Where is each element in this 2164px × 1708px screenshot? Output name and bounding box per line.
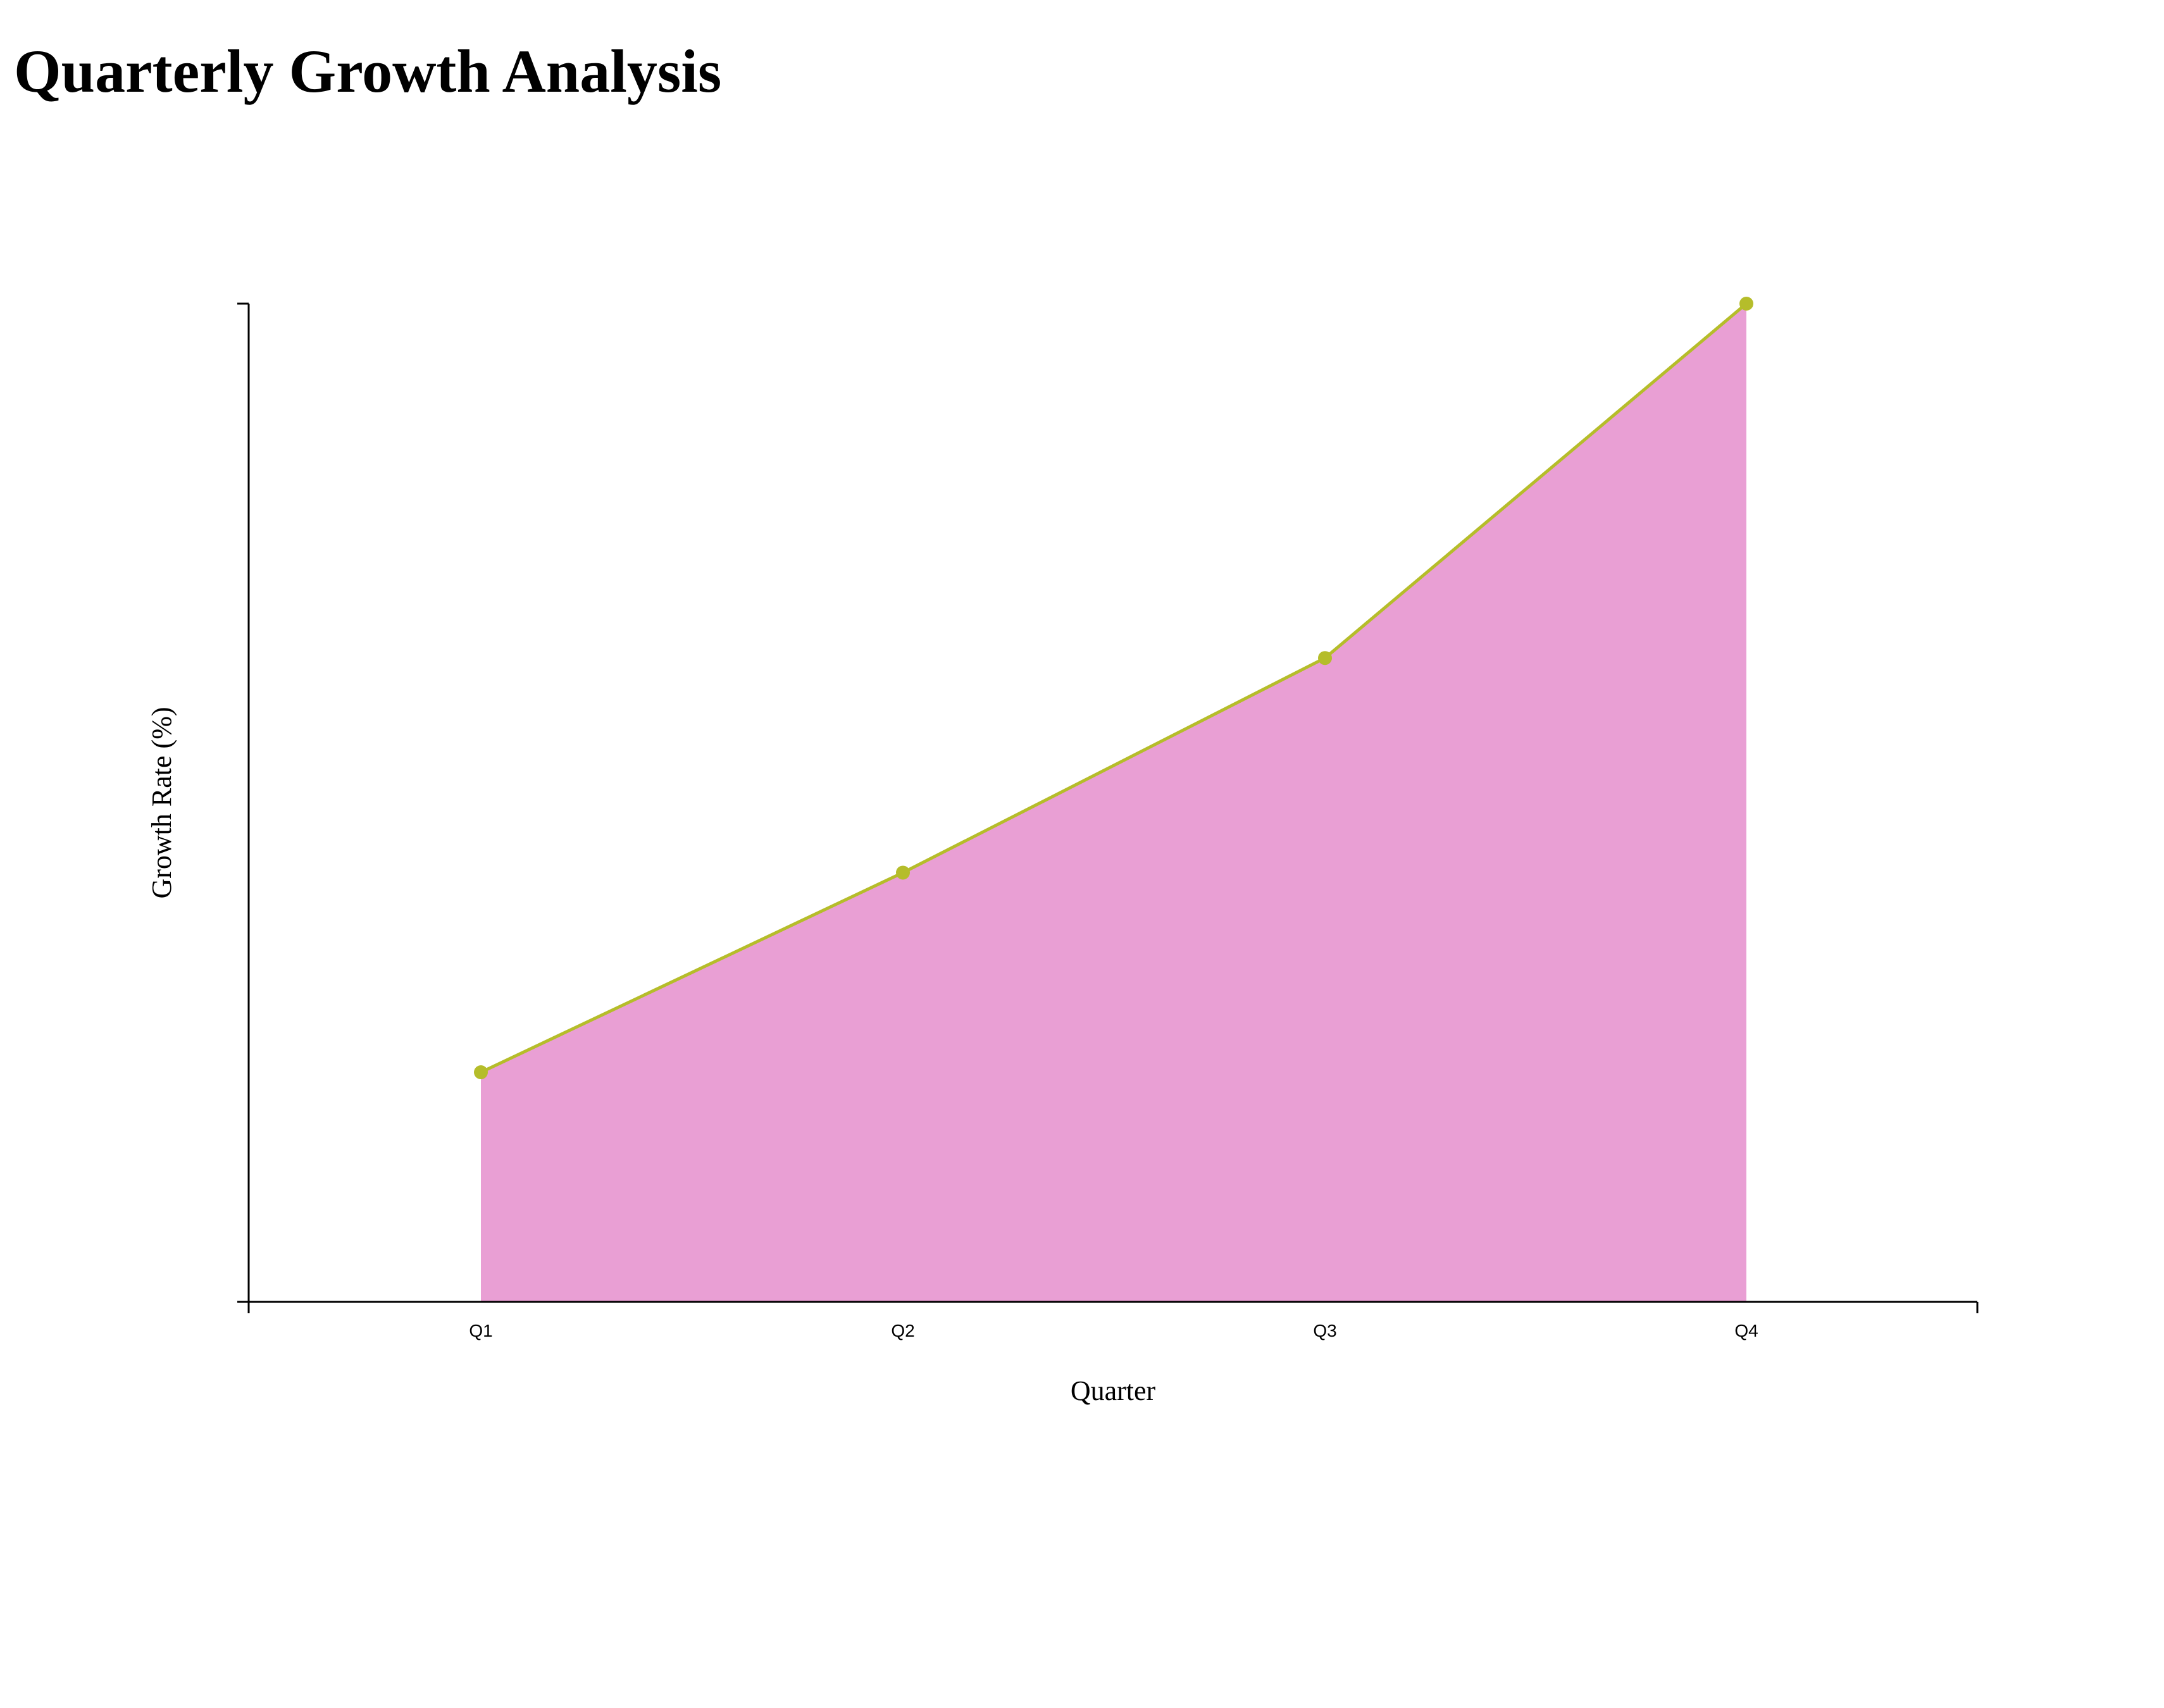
data-point-q1 [474,1065,488,1080]
data-point-q4 [1739,297,1753,311]
x-tick-label-q2: Q2 [891,1321,914,1340]
data-point-q2 [896,865,910,880]
x-tick-label-q1: Q1 [469,1321,492,1340]
x-tick-label-q4: Q4 [1734,1321,1758,1340]
x-axis-title: Quarter [1071,1375,1156,1406]
page-title: Quarterly Growth Analysis [14,37,722,105]
y-axis-title: Growth Rate (%) [146,707,177,898]
y-axis-ticks [237,302,249,1303]
x-axis-ticks: Q1 Q2 Q3 Q4 [247,1302,1979,1340]
data-points [474,297,1753,1080]
series-line [480,302,1748,1074]
x-tick-label-q3: Q3 [1313,1321,1336,1340]
area-fill [481,304,1746,1302]
data-point-q3 [1318,651,1332,665]
